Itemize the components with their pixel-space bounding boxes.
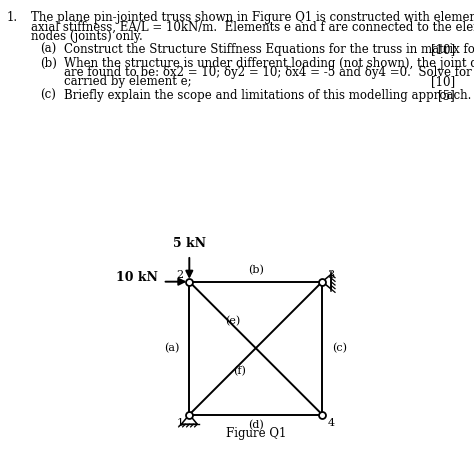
Text: 1.: 1. [6,11,17,24]
Text: [10]: [10] [431,75,455,88]
Text: (c): (c) [40,89,56,102]
Text: 2: 2 [176,270,183,280]
Text: 1: 1 [176,418,183,428]
Text: (e): (e) [226,316,241,327]
Text: (a): (a) [40,43,56,56]
Text: Construct the Structure Stiffness Equations for the truss in matrix form;: Construct the Structure Stiffness Equati… [64,43,474,56]
Text: 4: 4 [328,418,335,428]
Text: 3: 3 [327,270,334,280]
Text: axial stiffness, EA/L = 10kN/m.  Elements e and f are connected to the element e: axial stiffness, EA/L = 10kN/m. Elements… [31,21,474,33]
Text: [5]: [5] [438,89,455,102]
Text: are found to be: δx2 = 10; δy2 = 10; δx4 = -5 and δy4 =0.  Solve for the axial f: are found to be: δx2 = 10; δy2 = 10; δx4… [64,66,474,79]
Text: The plane pin-jointed truss shown in Figure Q1 is constructed with elements that: The plane pin-jointed truss shown in Fig… [31,11,474,24]
Text: (a): (a) [164,343,180,353]
Text: (b): (b) [248,265,264,276]
Text: 5 kN: 5 kN [173,237,206,250]
Text: (c): (c) [332,343,347,353]
Text: When the structure is under different loading (not shown), the joint displacemen: When the structure is under different lo… [64,57,474,70]
Text: 10 kN: 10 kN [116,271,157,284]
Text: [10]: [10] [431,43,455,56]
Text: nodes (joints) only.: nodes (joints) only. [31,30,143,43]
Text: (d): (d) [248,420,264,430]
Text: (f): (f) [233,366,246,376]
Text: Figure Q1: Figure Q1 [226,427,286,440]
Text: carried by element e;: carried by element e; [64,75,191,88]
Text: (b): (b) [40,57,57,70]
Text: Briefly explain the scope and limitations of this modelling approach.: Briefly explain the scope and limitation… [64,89,471,102]
